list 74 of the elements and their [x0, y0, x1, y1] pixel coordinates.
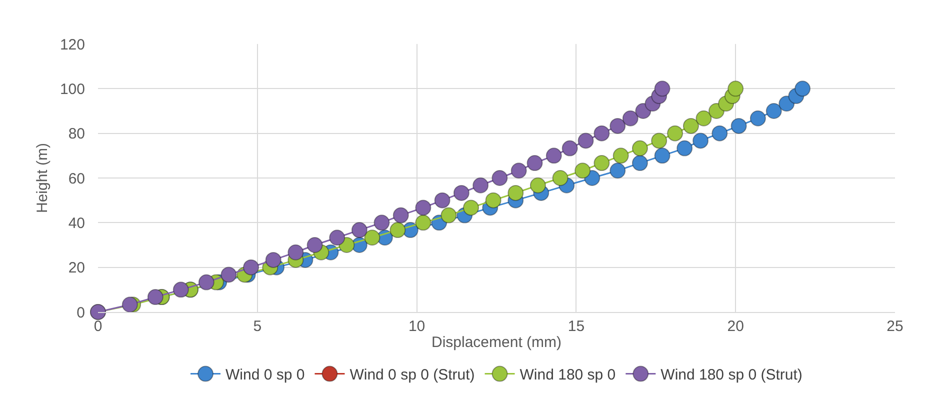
- point: [594, 125, 610, 142]
- point: [492, 170, 508, 186]
- point: [526, 155, 543, 172]
- point: [750, 110, 766, 126]
- point: [434, 192, 450, 208]
- point: [632, 140, 648, 156]
- point: [220, 266, 237, 283]
- x-tick-label: 15: [568, 318, 585, 335]
- x-tick-label: 25: [886, 318, 904, 335]
- point: [692, 132, 709, 149]
- legend-label: Wind 180 sp 0: [520, 366, 616, 384]
- point: [696, 110, 712, 126]
- point: [329, 230, 346, 246]
- point: [453, 184, 470, 201]
- point: [632, 155, 648, 172]
- x-axis-title: Displacement (mm): [431, 334, 562, 351]
- point: [351, 222, 368, 238]
- point: [510, 162, 527, 179]
- point: [306, 237, 323, 253]
- point: [667, 125, 684, 142]
- point: [463, 200, 479, 216]
- point: [265, 252, 282, 268]
- legend-label: Wind 0 sp 0 (Strut): [350, 366, 475, 384]
- point: [610, 162, 626, 179]
- point: [552, 170, 568, 186]
- point: [392, 207, 409, 224]
- y-tick-label: 120: [60, 36, 85, 54]
- y-tick-label: 100: [60, 80, 85, 98]
- point: [147, 289, 164, 306]
- point: [612, 148, 629, 164]
- point: [712, 125, 728, 142]
- point: [390, 222, 406, 238]
- point: [562, 140, 578, 156]
- x-tick-label: 10: [408, 318, 426, 335]
- point: [676, 140, 693, 156]
- y-tick-label: 40: [68, 214, 85, 232]
- x-tick-label: 20: [727, 318, 744, 335]
- point: [682, 118, 699, 134]
- point: [730, 118, 747, 134]
- point: [654, 80, 670, 97]
- legend-label: Wind 0 sp 0: [226, 366, 305, 384]
- x-tick-label: 5: [253, 318, 262, 335]
- y-tick-label: 60: [68, 170, 85, 188]
- point: [472, 177, 489, 194]
- y-tick-label: 80: [68, 126, 85, 143]
- point: [440, 207, 457, 224]
- point: [198, 274, 214, 290]
- y-tick-label: 0: [76, 304, 85, 322]
- point: [574, 162, 591, 179]
- point: [288, 244, 304, 260]
- point: [508, 184, 524, 201]
- point: [578, 132, 594, 149]
- point: [766, 103, 782, 119]
- point: [364, 230, 380, 246]
- point: [728, 80, 744, 97]
- point: [594, 155, 610, 172]
- point: [415, 214, 432, 231]
- point: [794, 80, 811, 97]
- point: [172, 282, 189, 298]
- point: [374, 214, 390, 231]
- x-tick-label: 0: [94, 318, 102, 335]
- point: [415, 200, 432, 216]
- y-axis-title: Height (m): [34, 142, 52, 214]
- y-tick-label: 20: [68, 260, 85, 277]
- point: [530, 177, 546, 194]
- legend-label: Wind 180 sp 0 (Strut): [660, 366, 802, 384]
- point: [622, 110, 638, 126]
- point: [610, 118, 626, 134]
- point: [243, 259, 260, 276]
- point: [654, 148, 670, 164]
- point: [546, 148, 562, 164]
- point: [122, 296, 138, 313]
- point: [485, 192, 502, 208]
- point: [651, 132, 668, 149]
